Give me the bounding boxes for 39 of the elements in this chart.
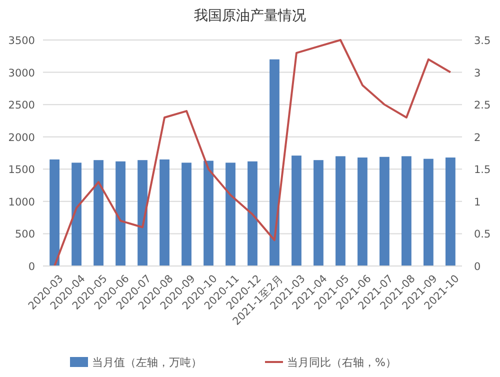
y2-tick-label: 3.5 xyxy=(474,35,491,47)
y-tick-label: 3000 xyxy=(8,67,35,80)
bar xyxy=(226,162,236,266)
bar xyxy=(380,156,390,266)
y2-tick-label: 3 xyxy=(474,67,481,80)
bar xyxy=(446,158,456,266)
legend-label: 当月值（左轴，万吨） xyxy=(92,356,202,369)
bar xyxy=(182,162,192,266)
y2-tick-label: 0 xyxy=(474,261,481,273)
bar xyxy=(94,160,104,266)
y-tick-label: 500 xyxy=(14,228,35,241)
bar xyxy=(50,159,60,266)
y2-tick-label: 1.5 xyxy=(474,164,491,176)
bar xyxy=(138,160,148,266)
bar xyxy=(292,156,302,266)
bar xyxy=(204,160,214,266)
y-tick-label: 0 xyxy=(28,261,35,273)
bar xyxy=(336,156,346,266)
y-tick-label: 1000 xyxy=(8,196,35,208)
line-series xyxy=(54,39,452,267)
bar xyxy=(358,158,368,266)
bar xyxy=(72,162,82,266)
bar xyxy=(402,156,412,266)
y2-tick-label: 0.5 xyxy=(474,228,491,241)
y-tick-label: 1500 xyxy=(8,164,35,176)
legend-label: 当月同比（右轴，%） xyxy=(287,356,396,369)
y-tick-label: 3500 xyxy=(8,35,35,47)
y2-tick-label: 2 xyxy=(474,132,481,144)
y-tick-label: 2000 xyxy=(8,132,35,144)
y2-tick-label: 1 xyxy=(474,196,481,208)
bar xyxy=(314,160,324,266)
y-tick-label: 2500 xyxy=(8,100,35,112)
y2-tick-label: 2.5 xyxy=(474,100,491,112)
bar xyxy=(424,158,434,266)
bar xyxy=(270,59,280,266)
bar xyxy=(248,161,258,266)
bar xyxy=(160,159,170,266)
chart-title: 我国原油产量情况 xyxy=(194,8,306,24)
bar xyxy=(116,161,126,266)
